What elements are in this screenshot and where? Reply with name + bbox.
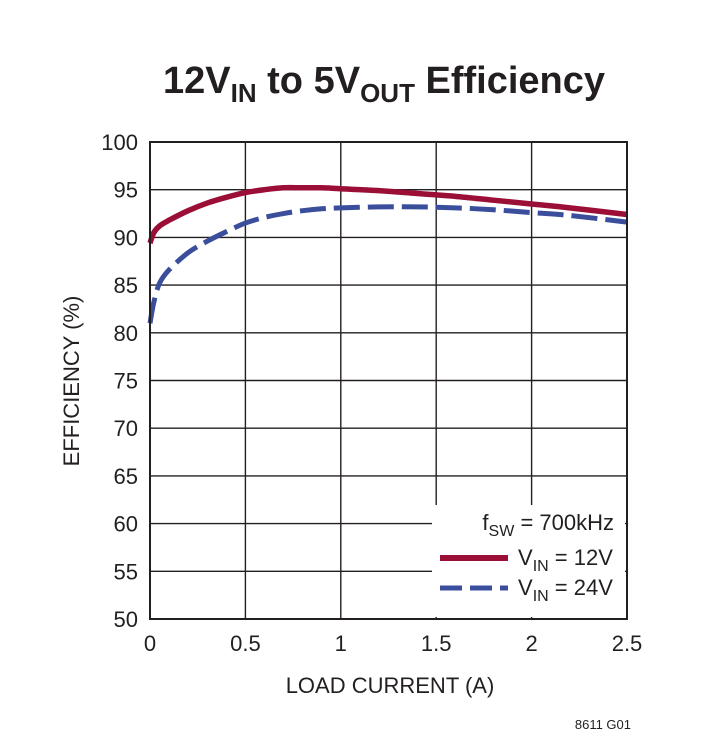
y-tick-label: 100 xyxy=(101,130,138,155)
legend-vin12-rest: = 12V xyxy=(549,545,614,570)
y-tick-label: 50 xyxy=(114,607,138,632)
x-tick-label: 1.5 xyxy=(421,631,452,656)
annotation-rest: = 700kHz xyxy=(514,510,614,535)
series-lines xyxy=(147,184,628,324)
y-tick-labels: 50 55 60 65 70 75 80 85 90 95 100 xyxy=(101,130,138,632)
legend-vin24-prefix: V xyxy=(518,575,533,600)
x-tick-label: 2.5 xyxy=(612,631,643,656)
switching-frequency-annotation: fSW = 700kHz xyxy=(482,510,614,540)
title-part-c: Efficiency xyxy=(415,60,605,102)
title-sub-in: IN xyxy=(231,78,257,108)
x-tick-label: 1 xyxy=(335,631,347,656)
series-line-vin12 xyxy=(147,184,628,245)
x-tick-label: 0.5 xyxy=(230,631,261,656)
title-part-b: to 5V xyxy=(257,60,361,102)
plot-frame xyxy=(149,141,628,620)
y-tick-label: 70 xyxy=(114,416,138,441)
chart-title: 12VIN to 5VOUT Efficiency xyxy=(163,60,605,108)
title-sub-out: OUT xyxy=(360,78,415,108)
annotation-sub: SW xyxy=(489,523,516,540)
y-axis-label: EFFICIENCY (%) xyxy=(59,296,84,467)
legend-vin24-sub: IN xyxy=(533,588,549,605)
y-tick-label: 60 xyxy=(114,512,138,537)
legend-vin12-prefix: V xyxy=(518,545,533,570)
x-tick-label: 0 xyxy=(144,631,156,656)
legend-label-vin24: VIN = 24V xyxy=(518,575,613,605)
legend-vin12-sub: IN xyxy=(533,558,549,575)
y-tick-label: 85 xyxy=(114,273,138,298)
annotation-prefix: f xyxy=(482,510,489,535)
y-tick-label: 95 xyxy=(114,178,138,203)
x-tick-labels: 0 0.5 1 1.5 2 2.5 xyxy=(144,631,642,656)
y-tick-label: 90 xyxy=(114,225,138,250)
legend-label-vin12: VIN = 12V xyxy=(518,545,613,575)
title-part-a: 12V xyxy=(163,60,231,102)
series-line-vin24 xyxy=(147,204,628,324)
y-tick-label: 65 xyxy=(114,464,138,489)
legend-vin24-rest: = 24V xyxy=(549,575,614,600)
x-axis-label: LOAD CURRENT (A) xyxy=(286,673,495,698)
y-tick-label: 55 xyxy=(114,559,138,584)
y-tick-label: 75 xyxy=(114,369,138,394)
y-tick-label: 80 xyxy=(114,321,138,346)
figure-id: 8611 G01 xyxy=(575,717,631,732)
x-tick-label: 2 xyxy=(525,631,537,656)
